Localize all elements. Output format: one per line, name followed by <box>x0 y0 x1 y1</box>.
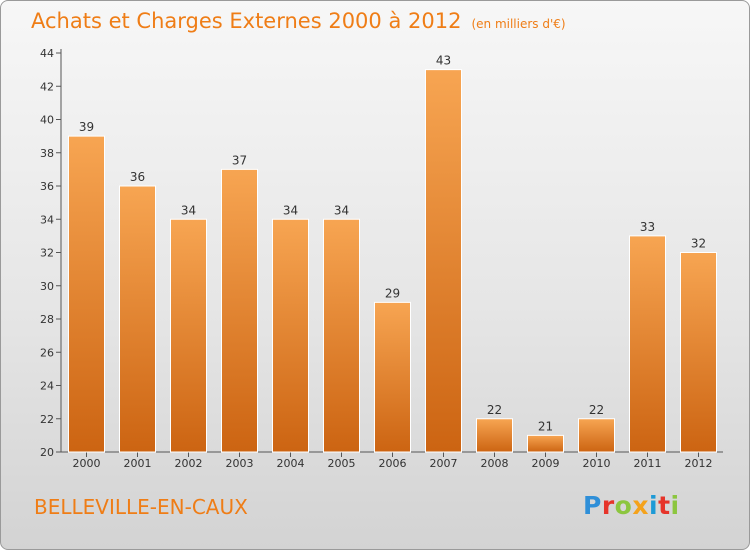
bar <box>170 218 207 453</box>
commune-name: BELLEVILLE-EN-CAUX <box>34 495 248 519</box>
bar-value-label: 37 <box>232 153 247 167</box>
bar <box>425 69 462 453</box>
bar <box>374 301 411 453</box>
bar-value-label: 32 <box>691 237 706 251</box>
bar-value-label: 33 <box>640 220 655 234</box>
x-tick-label: 2006 <box>379 457 407 470</box>
bar-value-label: 34 <box>334 203 349 217</box>
bar <box>476 418 513 453</box>
logo-letter: o <box>614 491 633 520</box>
x-tick-label: 2000 <box>73 457 101 470</box>
chart-title-main: Achats et Charges Externes 2000 à 2012 <box>31 9 462 33</box>
bar-value-label: 22 <box>589 403 604 417</box>
chart-title-unit: (en milliers d'€) <box>471 17 566 31</box>
y-tick-label: 40 <box>40 114 54 127</box>
bar-value-label: 29 <box>385 286 400 300</box>
bar <box>527 434 564 453</box>
bar <box>68 135 105 453</box>
bar-value-label: 21 <box>538 419 553 433</box>
x-tick-label: 2008 <box>481 457 509 470</box>
bar <box>221 168 258 453</box>
bar <box>272 218 309 453</box>
chart-title: Achats et Charges Externes 2000 à 2012 (e… <box>31 9 566 33</box>
y-tick-label: 22 <box>40 413 54 426</box>
logo-letter: r <box>601 491 615 520</box>
logo-letter: i <box>670 491 680 520</box>
y-tick-label: 28 <box>40 313 54 326</box>
x-tick-label: 2003 <box>226 457 254 470</box>
x-tick-label: 2010 <box>583 457 611 470</box>
x-tick-label: 2009 <box>532 457 560 470</box>
y-tick-label: 24 <box>40 380 54 393</box>
logo-letter: t <box>658 491 671 520</box>
bar-value-label: 34 <box>283 203 298 217</box>
y-tick-label: 34 <box>40 213 54 226</box>
x-tick-label: 2007 <box>430 457 458 470</box>
y-tick-label: 38 <box>40 147 54 160</box>
x-tick-label: 2002 <box>175 457 203 470</box>
x-tick-label: 2005 <box>328 457 356 470</box>
bar-value-label: 22 <box>487 403 502 417</box>
y-tick-label: 36 <box>40 180 54 193</box>
y-tick-label: 32 <box>40 247 54 260</box>
y-tick-label: 30 <box>40 280 54 293</box>
y-tick-label: 44 <box>40 47 54 60</box>
bar-value-label: 34 <box>181 203 196 217</box>
x-tick-label: 2001 <box>124 457 152 470</box>
y-tick-label: 26 <box>40 346 54 359</box>
proxiti-logo: Proxiti <box>583 491 680 520</box>
y-tick-label: 20 <box>40 446 54 459</box>
bar-value-label: 43 <box>436 54 451 68</box>
bar <box>680 252 717 453</box>
logo-letter: P <box>583 491 602 520</box>
bar <box>119 185 156 453</box>
y-tick-label: 42 <box>40 80 54 93</box>
bar <box>323 218 360 453</box>
logo-letter: i <box>649 491 659 520</box>
logo-letter: x <box>632 491 649 520</box>
bar-value-label: 36 <box>130 170 145 184</box>
x-tick-label: 2004 <box>277 457 305 470</box>
bar <box>578 418 615 453</box>
bar <box>629 235 666 453</box>
x-tick-label: 2011 <box>634 457 662 470</box>
bar-value-label: 39 <box>79 120 94 134</box>
x-tick-label: 2012 <box>685 457 713 470</box>
